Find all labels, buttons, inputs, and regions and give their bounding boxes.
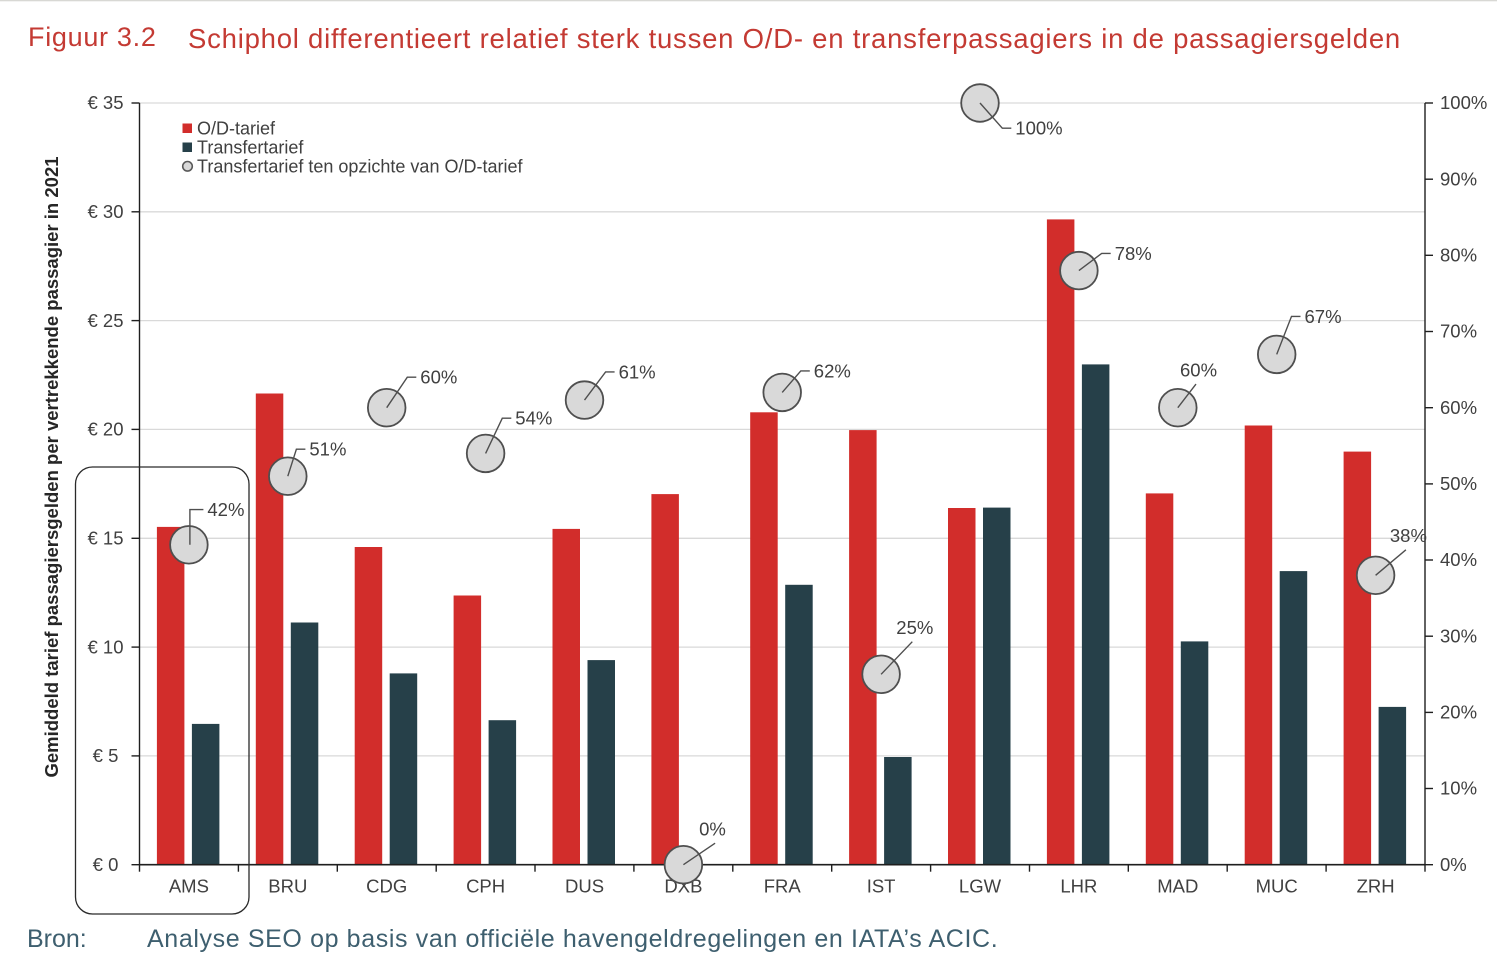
svg-text:30%: 30%: [1440, 625, 1477, 646]
svg-text:O/D-tarief: O/D-tarief: [197, 119, 276, 139]
svg-text:60%: 60%: [1440, 397, 1477, 418]
svg-text:51%: 51%: [309, 439, 346, 460]
svg-text:60%: 60%: [420, 367, 457, 388]
svg-text:25%: 25%: [896, 617, 933, 638]
svg-text:MAD: MAD: [1157, 876, 1198, 897]
svg-text:10%: 10%: [1440, 778, 1477, 799]
svg-text:Gemiddeld tarief passagiersgel: Gemiddeld tarief passagiersgelden per ve…: [41, 156, 62, 777]
svg-text:78%: 78%: [1115, 243, 1152, 264]
svg-text:DUS: DUS: [565, 876, 604, 897]
svg-text:MUC: MUC: [1256, 876, 1298, 897]
svg-text:42%: 42%: [207, 499, 244, 520]
svg-text:FRA: FRA: [764, 876, 802, 897]
svg-text:80%: 80%: [1440, 245, 1477, 266]
svg-text:60%: 60%: [1180, 360, 1217, 381]
svg-text:Transfertarief: Transfertarief: [197, 138, 304, 158]
svg-text:38%: 38%: [1390, 525, 1427, 546]
svg-text:67%: 67%: [1305, 306, 1342, 327]
svg-text:€ 20: € 20: [87, 419, 123, 440]
svg-text:54%: 54%: [515, 408, 552, 429]
svg-text:CDG: CDG: [366, 876, 407, 897]
svg-text:AMS: AMS: [169, 876, 209, 897]
svg-text:70%: 70%: [1440, 321, 1477, 342]
svg-text:0%: 0%: [1440, 854, 1467, 875]
svg-text:100%: 100%: [1440, 92, 1487, 113]
svg-text:Transfertarief ten opzichte va: Transfertarief ten opzichte van O/D-tari…: [197, 157, 523, 177]
svg-text:100%: 100%: [1015, 118, 1062, 139]
svg-text:€ 10: € 10: [87, 636, 123, 657]
svg-text:€ 30: € 30: [87, 201, 123, 222]
svg-text:62%: 62%: [814, 360, 851, 381]
svg-text:LHR: LHR: [1060, 876, 1097, 897]
svg-text:90%: 90%: [1440, 168, 1477, 189]
svg-text:€ 35: € 35: [87, 92, 123, 113]
svg-text:€ 25: € 25: [87, 310, 123, 331]
svg-text:50%: 50%: [1440, 473, 1477, 494]
svg-text:0%: 0%: [699, 819, 726, 840]
svg-text:€ 15: € 15: [87, 528, 123, 549]
svg-text:40%: 40%: [1440, 549, 1477, 570]
svg-text:BRU: BRU: [268, 876, 307, 897]
svg-text:61%: 61%: [619, 361, 656, 382]
svg-text:ZRH: ZRH: [1357, 876, 1395, 897]
svg-text:20%: 20%: [1440, 702, 1477, 723]
svg-text:€ 0: € 0: [93, 854, 119, 875]
svg-text:€ 5: € 5: [93, 745, 119, 766]
svg-text:IST: IST: [867, 876, 896, 897]
svg-text:CPH: CPH: [466, 876, 505, 897]
svg-text:LGW: LGW: [959, 876, 1002, 897]
